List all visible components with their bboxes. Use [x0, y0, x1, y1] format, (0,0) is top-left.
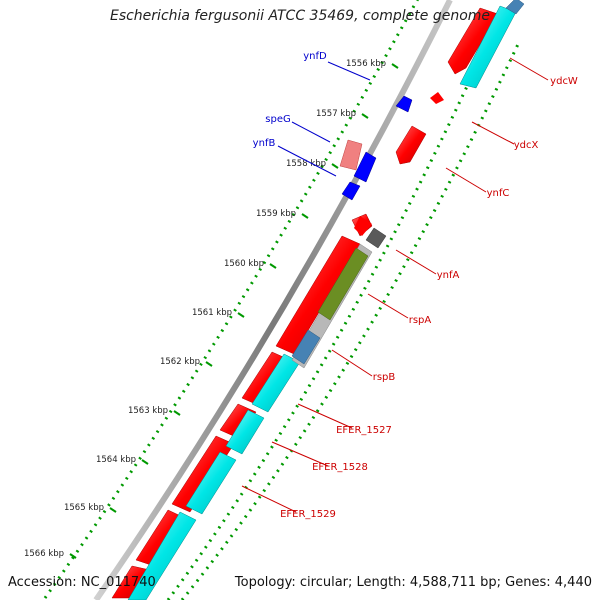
genome-summary: Topology: circular; Length: 4,588,711 bp… — [234, 575, 592, 590]
genome-backbone — [93, 0, 453, 600]
gene-label[interactable]: EFER_1528 — [312, 462, 368, 473]
cds-red-segment — [395, 125, 427, 165]
ruler-tick-label: 1563 kbp — [128, 406, 168, 416]
gene-red-small-arrow — [430, 92, 444, 104]
gene-leader-line — [367, 293, 409, 319]
gene-steel-top-block — [505, 0, 525, 15]
gene-steel-block — [291, 329, 321, 365]
gene-leader-line — [509, 57, 549, 81]
ruler-tick-mark — [237, 312, 245, 318]
ruler-tick-label: 1566 kbp — [24, 549, 64, 559]
gene-label[interactable]: ydcW — [550, 76, 578, 87]
ruler-tick-mark — [109, 507, 117, 513]
gene-label[interactable]: rspA — [409, 315, 432, 326]
gene-leader-line — [395, 249, 437, 275]
ruler-tick-mark — [269, 263, 277, 269]
gene-label[interactable]: ynfD — [303, 51, 327, 62]
ruler-tick-label: 1564 kbp — [96, 455, 136, 465]
ruler-group: 1556 kbp 1557 kbp 1558 kbp 1559 kbp 1560 kbp… — [24, 59, 399, 559]
gene-label-group: ynfD speG ynfB ydcW ydcX ynfC ynfA rspA rspB EFER… — [253, 51, 578, 520]
gene-leader-line — [471, 121, 515, 145]
cds-cyan-segment — [225, 409, 265, 455]
gene-label[interactable]: EFER_1527 — [336, 425, 392, 436]
ruler-tick-label: 1562 kbp — [160, 357, 200, 367]
gene-leader-line — [241, 485, 297, 513]
gene-label[interactable]: speG — [265, 114, 290, 125]
genome-title: Escherichia fergusonii ATCC 35469, compl… — [109, 8, 491, 24]
gene-leader-line — [277, 145, 337, 177]
gene-label[interactable]: ynfC — [487, 188, 510, 199]
gene-label[interactable]: rspB — [373, 372, 396, 383]
cds-cyan-segment — [185, 451, 237, 515]
gene-red-small-arrow — [354, 216, 372, 236]
gene-blue-arrow — [341, 181, 361, 201]
cyan-cds-track — [127, 5, 517, 600]
ruler-tick-mark — [69, 553, 77, 559]
gene-leader-line — [331, 349, 373, 377]
ruler-tick-label: 1559 kbp — [256, 209, 296, 219]
gene-label[interactable]: ynfA — [437, 270, 460, 281]
gene-blue-arrow — [353, 151, 377, 183]
cds-cyan-segment — [127, 511, 197, 600]
ruler-tick-label: 1560 kbp — [224, 259, 264, 269]
reverse-blue-genes — [341, 95, 413, 201]
ruler-tick-mark — [301, 213, 309, 219]
outer-dotted-ring — [43, 0, 419, 599]
ruler-tick-label: 1556 kbp — [346, 59, 386, 69]
gene-olive-block — [317, 247, 369, 321]
inner-dotted-ring-2 — [180, 39, 522, 600]
ruler-tick-mark — [205, 361, 213, 367]
gene-leader-line — [271, 441, 329, 467]
gene-dark-gray-block — [365, 227, 387, 249]
ruler-tick-label: 1565 kbp — [64, 503, 104, 513]
gene-blue-arrow — [395, 95, 413, 113]
ruler-tick-label: 1557 kbp — [316, 109, 356, 119]
gene-leader-line — [291, 121, 331, 143]
gene-pink-block — [339, 139, 363, 171]
gene-leader-line — [327, 61, 371, 81]
ruler-tick-mark — [361, 113, 369, 119]
ruler-tick-mark — [391, 63, 399, 69]
ruler-tick-mark — [173, 410, 181, 416]
gene-label[interactable]: EFER_1529 — [280, 509, 336, 520]
ruler-tick-mark — [331, 163, 339, 169]
gene-leader-line — [297, 403, 353, 429]
gene-label[interactable]: ynfB — [253, 138, 276, 149]
ruler-tick-label: 1558 kbp — [286, 159, 326, 169]
gene-label[interactable]: ydcX — [514, 140, 539, 151]
ruler-tick-label: 1561 kbp — [192, 308, 232, 318]
accession-label: Accession: NC_011740 — [8, 575, 156, 590]
ruler-tick-mark — [141, 459, 149, 465]
leader-line-group — [241, 57, 549, 513]
gene-leader-line — [445, 167, 487, 193]
